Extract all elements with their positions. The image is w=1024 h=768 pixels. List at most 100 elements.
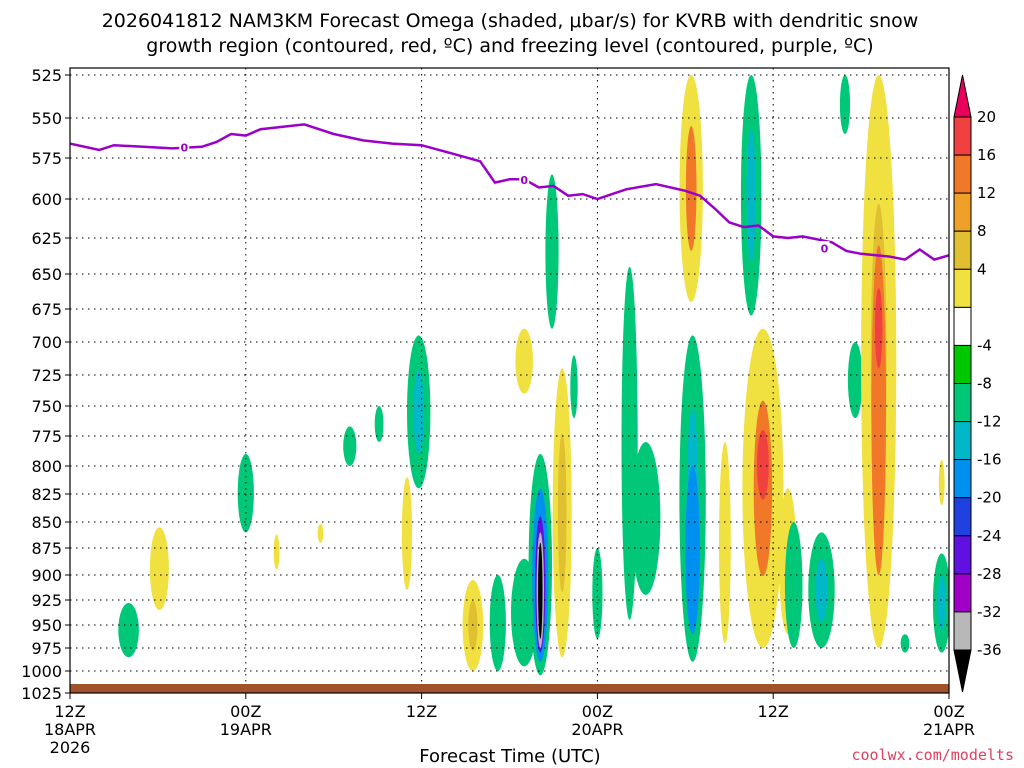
omega-cell-6 bbox=[374, 406, 384, 442]
colorbar-box-9 bbox=[953, 459, 972, 499]
omega-core-40 bbox=[937, 575, 946, 631]
colorbar-box-5 bbox=[953, 306, 972, 346]
colorbar-label-10: -24 bbox=[977, 527, 1002, 545]
colorbar-box-8 bbox=[953, 421, 972, 461]
omega-cell-20 bbox=[570, 355, 578, 418]
colorbar-label-3: 8 bbox=[977, 222, 987, 240]
colorbar-box-3 bbox=[953, 230, 972, 270]
colorbar-box-0 bbox=[953, 116, 972, 156]
freezing-level: 0 0 0 bbox=[70, 123, 949, 261]
colorbar-box-12 bbox=[953, 573, 972, 613]
omega-cell-39 bbox=[900, 634, 910, 653]
y-tick-label-9: 750 bbox=[31, 397, 62, 416]
colorbar-label-5: -4 bbox=[977, 336, 992, 354]
omega-cell-2 bbox=[237, 454, 254, 533]
x-tick-label-3-0: 00Z bbox=[582, 702, 613, 721]
omega-cell-4 bbox=[317, 524, 324, 543]
omega-cell-27 bbox=[719, 442, 731, 644]
x-tick-label-1-0: 00Z bbox=[230, 702, 261, 721]
y-tick-label-19: 1000 bbox=[21, 662, 62, 681]
x-tick-label-0-0: 12Z bbox=[54, 702, 85, 721]
y-tick-label-5: 650 bbox=[31, 265, 62, 284]
terrain-surface bbox=[70, 684, 949, 693]
omega-cell-16 bbox=[538, 542, 543, 639]
y-tick-label-20: 1025 bbox=[21, 684, 62, 703]
omega-core-8 bbox=[413, 369, 425, 454]
x-tick-label-5-1: 21APR bbox=[923, 720, 975, 739]
y-tick-label-6: 675 bbox=[31, 300, 62, 319]
colorbar-label-12: -32 bbox=[977, 603, 1002, 621]
y-tick-label-17: 950 bbox=[31, 616, 62, 635]
y-axis: 525 550 575 600 625 650 675 700 725 750 775 800 825 8… bbox=[21, 66, 70, 703]
omega-cell-0 bbox=[118, 603, 139, 658]
colorbar-box-13 bbox=[953, 611, 972, 651]
colorbar-box-1 bbox=[953, 154, 972, 194]
y-tick-label-2: 575 bbox=[31, 149, 62, 168]
colorbar-label-8: -16 bbox=[977, 451, 1002, 469]
freezing-label-bg-0 bbox=[179, 139, 190, 153]
omega-core-24 bbox=[685, 126, 697, 251]
colorbar-label-9: -20 bbox=[977, 489, 1002, 507]
plot-area: 0 0 0 bbox=[69, 67, 950, 694]
colorbar-label-11: -28 bbox=[977, 565, 1002, 583]
y-tick-label-18: 975 bbox=[31, 639, 62, 658]
y-tick-label-11: 800 bbox=[31, 457, 62, 476]
omega-cell-18 bbox=[545, 174, 559, 329]
colorbar-box-7 bbox=[953, 383, 972, 423]
colorbar-label-1: 16 bbox=[977, 146, 996, 164]
omega-core-28 bbox=[746, 129, 756, 262]
colorbar-box-10 bbox=[953, 497, 972, 537]
x-tick-label-0-2: 2026 bbox=[50, 738, 91, 757]
omega-cell-38 bbox=[875, 288, 883, 369]
freezing-level-line bbox=[70, 123, 949, 261]
colorbar: 20 16 12 8 4 -4 -8 -12 -16 -20 -24 -28 -32 -36 bbox=[953, 74, 1002, 693]
omega-cell-41 bbox=[938, 460, 945, 506]
chart-title-line2: growth region (contoured, red, ºC) and f… bbox=[146, 35, 873, 57]
y-tick-label-15: 900 bbox=[31, 566, 62, 585]
chart-title-line1: 2026041812 NAM3KM Forecast Omega (shaded… bbox=[102, 10, 919, 32]
y-tick-label-4: 625 bbox=[31, 229, 62, 248]
colorbar-box-4 bbox=[953, 268, 972, 308]
omega-cell-35 bbox=[847, 342, 863, 418]
x-tick-label-4-0: 12Z bbox=[758, 702, 789, 721]
freezing-level-label-2: 0 bbox=[821, 243, 829, 256]
omega-cell-26 bbox=[685, 465, 700, 635]
y-tick-label-14: 875 bbox=[31, 539, 62, 558]
freezing-level-label-1: 0 bbox=[520, 174, 528, 187]
y-tick-label-1: 550 bbox=[31, 109, 62, 128]
gridlines bbox=[70, 68, 949, 693]
omega-cell-3 bbox=[273, 534, 280, 570]
omega-core-19 bbox=[557, 433, 567, 593]
x-tick-label-2-0: 12Z bbox=[406, 702, 437, 721]
omega-cell-17 bbox=[515, 328, 533, 394]
plot-background bbox=[70, 68, 949, 693]
y-tick-label-13: 850 bbox=[31, 513, 62, 532]
colorbar-box-11 bbox=[953, 535, 972, 575]
x-tick-label-5-0: 00Z bbox=[933, 702, 964, 721]
omega-core-33 bbox=[815, 558, 828, 622]
y-tick-label-10: 775 bbox=[31, 427, 62, 446]
omega-cell-7 bbox=[401, 477, 413, 590]
x-tick-label-3-1: 20APR bbox=[571, 720, 623, 739]
colorbar-label-4: 4 bbox=[977, 260, 987, 278]
colorbar-label-7: -12 bbox=[977, 413, 1002, 431]
y-tick-label-8: 725 bbox=[31, 366, 62, 385]
omega-cell-23 bbox=[631, 442, 661, 595]
colorbar-label-6: -8 bbox=[977, 375, 992, 393]
omega-cell-34 bbox=[839, 75, 851, 134]
y-tick-label-7: 700 bbox=[31, 333, 62, 352]
freezing-level-label-0: 0 bbox=[180, 141, 188, 154]
omega-cell-5 bbox=[343, 426, 357, 467]
omega-cell-10 bbox=[489, 575, 506, 671]
y-tick-label-16: 925 bbox=[31, 591, 62, 610]
plot-frame bbox=[69, 67, 950, 694]
colorbar-box-6 bbox=[953, 344, 972, 384]
freezing-label-bg-1 bbox=[519, 172, 530, 186]
colorbar-label-0: 20 bbox=[977, 108, 996, 126]
x-tick-label-1-1: 19APR bbox=[220, 720, 272, 739]
y-tick-label-12: 825 bbox=[31, 485, 62, 504]
y-tick-label-3: 600 bbox=[31, 190, 62, 209]
omega-cell-30 bbox=[757, 430, 769, 500]
